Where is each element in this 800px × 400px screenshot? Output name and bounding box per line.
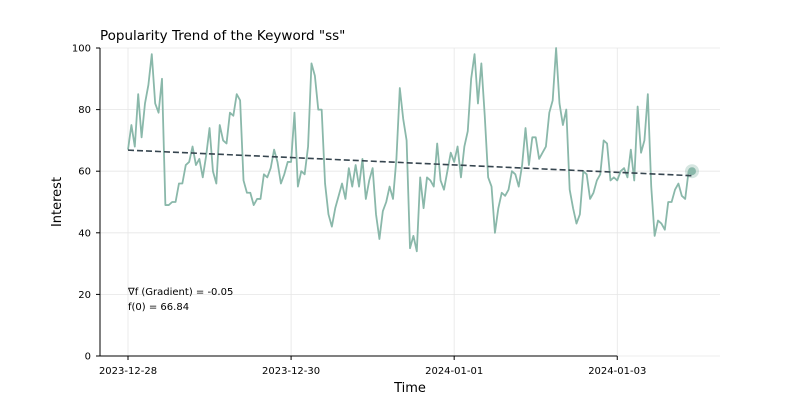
y-tick-label: 0 [85,352,91,363]
x-tick-label: 2024-01-03 [588,366,646,377]
trend-line [127,149,693,177]
axes [99,48,618,357]
y-tick-label: 60 [78,167,91,178]
chart-title: Popularity Trend of the Keyword "ss" [100,28,345,44]
x-tick-label: 2024-01-01 [425,366,483,377]
x-tick-label: 2023-12-30 [262,366,320,377]
gradient-annotation: ∇f (Gradient) = -0.05 [127,287,233,298]
grid [100,47,720,357]
y-tick-label: 80 [78,105,91,116]
last-point-marker [688,167,696,176]
x-tick-label: 2023-12-28 [99,366,157,377]
y-axis-label: Interest [50,177,65,227]
x-axis-label: Time [393,381,426,396]
y-tick-label: 100 [72,44,91,55]
intercept-annotation: f(0) = 66.84 [128,302,189,313]
series-layer [127,47,699,253]
y-tick-label: 40 [78,228,91,239]
series-line [127,47,692,253]
trend-layer [127,149,693,177]
ticks: 0 20 40 60 80 100 2023-12-28 2023-12-30 2024-01-… [72,44,646,378]
y-tick-label: 20 [78,290,91,301]
